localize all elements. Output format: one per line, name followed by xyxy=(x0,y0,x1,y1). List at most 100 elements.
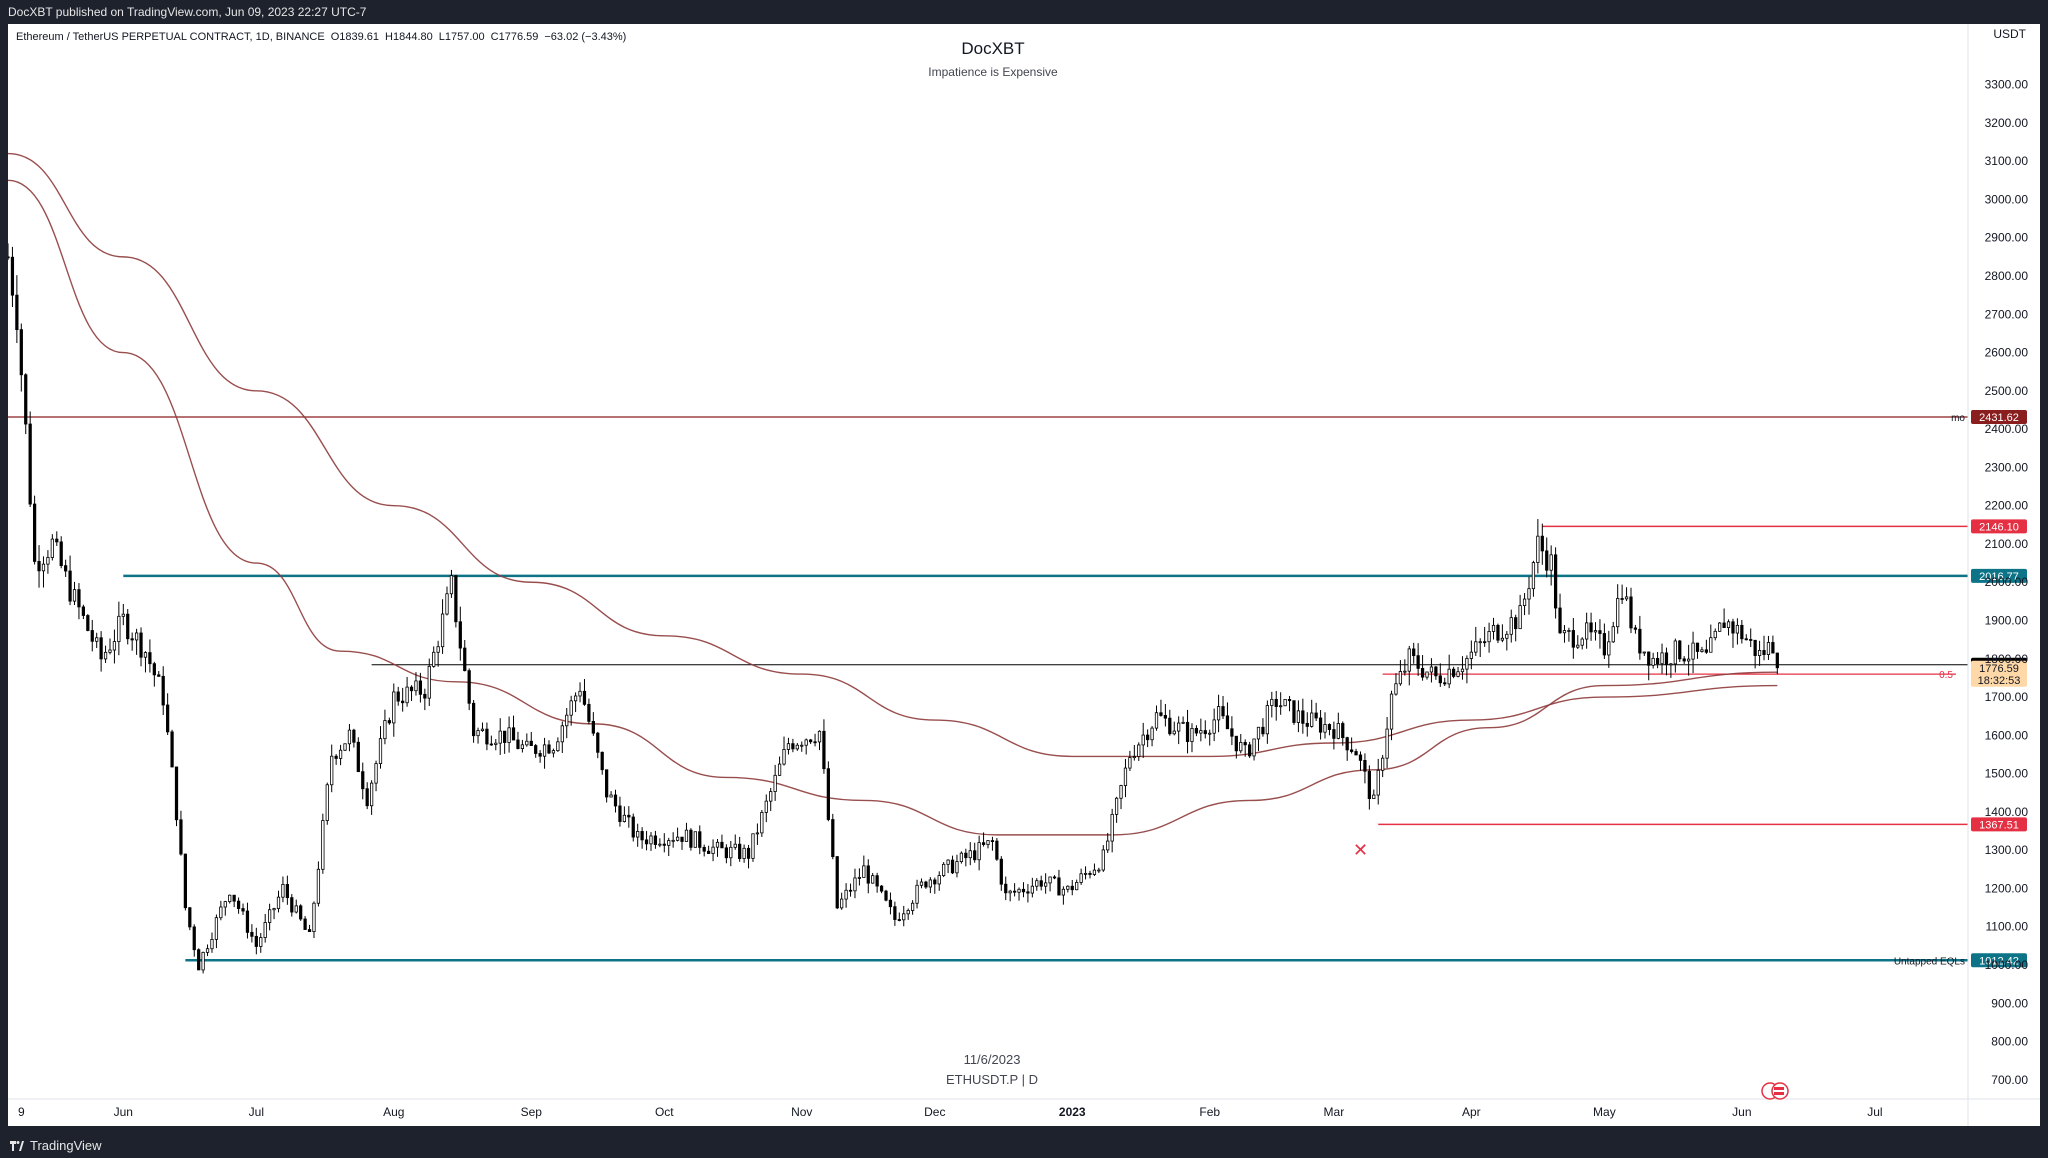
candle-body xyxy=(192,926,196,951)
y-tick-label: 2800.00 xyxy=(1985,269,2029,283)
candle-body xyxy=(134,632,139,641)
candle-body xyxy=(1593,630,1598,633)
candle-body xyxy=(733,843,737,848)
candle-body xyxy=(928,879,932,888)
level-price-badge xyxy=(1971,568,2027,583)
candle-body xyxy=(352,729,356,743)
candle-body xyxy=(955,861,959,874)
candle-body xyxy=(1531,562,1536,590)
candle-body xyxy=(507,727,511,743)
candle-body xyxy=(1358,754,1363,761)
candle-body xyxy=(303,918,307,930)
y-tick-label: 3200.00 xyxy=(1985,116,2029,130)
y-tick-label: 900.00 xyxy=(1991,996,2028,1010)
chart-subtitle: Impatience is Expensive xyxy=(928,65,1058,79)
candle-body xyxy=(538,753,542,757)
candle-body xyxy=(1212,719,1216,734)
candle-body xyxy=(933,879,937,885)
x-tick-label: Jun xyxy=(1732,1105,1751,1119)
candle-body xyxy=(534,745,538,754)
candle-body xyxy=(773,774,777,792)
candle-body xyxy=(436,646,440,653)
y-tick-label: 2300.00 xyxy=(1985,460,2029,474)
candle-body xyxy=(1571,630,1575,648)
axis-layer: 3300.00 3200.00 3100.00 3000.00 2900.00 2800.… xyxy=(8,24,2040,1126)
candle-body xyxy=(582,690,587,705)
candle-body xyxy=(1394,683,1398,695)
candle-body xyxy=(1296,710,1301,723)
candle-body xyxy=(281,884,285,898)
candle-body xyxy=(742,847,746,859)
x-tick-label: Sep xyxy=(521,1105,543,1119)
candle-body xyxy=(857,877,862,879)
candle-body xyxy=(1017,888,1021,893)
candle-body xyxy=(556,741,560,751)
y-tick-label: 2200.00 xyxy=(1985,499,2029,513)
y-tick-label: 1100.00 xyxy=(1986,920,2029,934)
candle-body xyxy=(1505,633,1509,639)
candle-body xyxy=(378,738,383,764)
publish-bar: DocXBT published on TradingView.com, Jun… xyxy=(0,0,2048,24)
y-tick-label: 1000.00 xyxy=(1985,958,2029,972)
candle-body xyxy=(1181,721,1185,724)
candle-body xyxy=(10,256,15,296)
y-tick-label: 700.00 xyxy=(1991,1073,2028,1087)
candle-body xyxy=(1629,596,1633,629)
candle-body xyxy=(1079,873,1083,883)
candle-body xyxy=(46,557,50,565)
candle-body xyxy=(844,889,848,900)
y-tick-label: 3100.00 xyxy=(1985,154,2029,168)
candle-body xyxy=(37,561,41,572)
candle-body xyxy=(631,816,635,838)
tradingview-logo-icon xyxy=(10,1141,24,1151)
candle-body xyxy=(1190,727,1194,742)
candle-body xyxy=(1354,751,1358,756)
candle-body xyxy=(1540,535,1544,552)
flag-circle-2 xyxy=(1771,1082,1789,1100)
candle-body xyxy=(848,889,853,892)
candle-body xyxy=(250,931,254,937)
candle-body xyxy=(1425,671,1429,678)
candle-body xyxy=(1638,628,1642,654)
candle-body xyxy=(1407,648,1411,672)
candle-body xyxy=(1097,869,1101,872)
candle-body xyxy=(525,740,529,746)
candle-body xyxy=(662,843,666,846)
y-tick-label: 1800.00 xyxy=(1985,652,2029,666)
candle-body xyxy=(1460,668,1465,673)
candle-body xyxy=(449,575,454,595)
candle-body xyxy=(370,782,374,807)
chart-frame: mo2431.622146.102016.771784.500.51367.51… xyxy=(6,24,2040,1126)
candle-body xyxy=(480,728,485,731)
candle-body xyxy=(325,784,329,821)
us-flag-icon xyxy=(1761,1082,1789,1100)
candle-body xyxy=(476,730,480,737)
candle-body xyxy=(618,805,622,822)
countdown-label: 18:32:53 xyxy=(1978,675,2021,687)
price-chart[interactable]: mo2431.622146.102016.771784.500.51367.51… xyxy=(6,24,2040,1126)
candle-body xyxy=(219,906,223,919)
candle-body xyxy=(910,902,915,911)
candle-body xyxy=(973,850,977,861)
candle-body xyxy=(884,890,888,901)
candle-body xyxy=(729,846,733,859)
candle-body xyxy=(1713,630,1717,639)
candle-body xyxy=(1549,554,1553,571)
candle-body xyxy=(1234,735,1238,752)
candle-body xyxy=(1252,738,1256,757)
candle-body xyxy=(103,651,108,660)
candle-body xyxy=(183,853,187,909)
level-price-badge xyxy=(1971,519,2027,534)
candle-body xyxy=(605,769,609,798)
x-tick-label: Mar xyxy=(1324,1105,1345,1119)
candle-body xyxy=(1389,693,1394,730)
candle-body xyxy=(1762,650,1766,655)
candle-body xyxy=(1061,888,1066,896)
candle-body xyxy=(831,819,835,858)
candle-body xyxy=(1367,770,1371,800)
candle-body xyxy=(1749,639,1753,641)
candle-body xyxy=(285,884,289,899)
candle-body xyxy=(1740,624,1744,640)
candle-body xyxy=(520,744,525,749)
candle-body xyxy=(1154,712,1159,729)
